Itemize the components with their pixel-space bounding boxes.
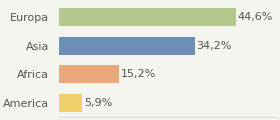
Text: 44,6%: 44,6%: [238, 12, 273, 22]
Bar: [59, 65, 119, 83]
Bar: [59, 94, 82, 112]
Bar: [59, 37, 195, 55]
Bar: [59, 8, 236, 26]
Text: 15,2%: 15,2%: [121, 69, 156, 79]
Text: 5,9%: 5,9%: [84, 98, 112, 108]
Text: 34,2%: 34,2%: [197, 41, 232, 51]
